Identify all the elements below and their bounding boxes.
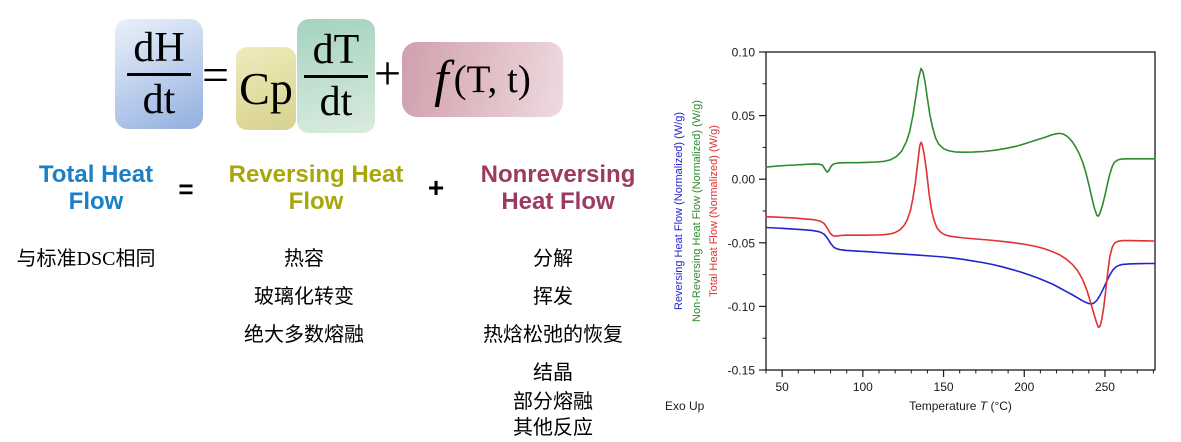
eq-box-dtdt: dT dt <box>297 19 375 133</box>
eq-box-total-heat-flow: dH dt <box>115 19 203 129</box>
x-tick-label: 200 <box>1014 380 1034 394</box>
x-axis-title: Temperature T (°C) <box>909 399 1012 413</box>
list-item: 挥发 <box>533 286 573 308</box>
exo-up-label: Exo Up <box>665 399 705 413</box>
eq-box-cp: Cp <box>236 47 296 130</box>
fraction-bar <box>127 72 191 76</box>
f-symbol: f <box>434 51 449 108</box>
headings-equals-sign: = <box>178 174 194 204</box>
list-item: 其他反应 <box>513 417 593 439</box>
f-arguments: (T, t) <box>453 58 531 101</box>
fraction-bar <box>304 74 368 78</box>
equation-equals-sign: = <box>202 49 230 102</box>
y-tick-label: 0.05 <box>732 109 756 123</box>
nonreversing-heat-flow-heading: Nonreversing Heat Flow <box>480 161 636 215</box>
list-item: 分解 <box>533 248 573 270</box>
headings-plus-sign: + <box>427 172 445 203</box>
list-item: 热容 <box>284 248 324 270</box>
eq-dh: dH <box>133 24 185 71</box>
list-item: 部分熔融 <box>513 391 593 413</box>
eq-dT: dT <box>312 26 360 73</box>
series-reversing <box>765 226 1156 305</box>
equation-plus-sign: + <box>374 47 402 100</box>
reversing-column-items: 热容 玻璃化转变 绝大多数熔融 <box>214 0 394 442</box>
y-axis-title-0: Reversing Heat Flow (Normalized) (W/g) <box>673 112 685 310</box>
series-nonreversing <box>765 67 1156 217</box>
y-tick-label: -0.15 <box>728 364 756 378</box>
y-axis-title-1: Non-Reversing Heat Flow (Normalized) (W/… <box>691 100 703 322</box>
eq-dt: dt <box>142 76 176 123</box>
dsc-chart: 50 100 150 200 250 0.10 0.05 0.00 -0.05 -0.10 -0.1… <box>665 46 1156 413</box>
total-column-items: 与标准DSC相同 <box>8 0 164 442</box>
fraction-dh-dt: dH dt <box>127 24 191 123</box>
y-tick-label: -0.05 <box>728 236 756 250</box>
eq-box-kinetic: f (T, t) <box>402 42 563 117</box>
list-item: 与标准DSC相同 <box>16 248 156 270</box>
nonreversing-column-items: 分解 挥发 热焓松弛的恢复 结晶 部分熔融 其他反应 <box>453 0 653 442</box>
total-heat-flow-heading: Total Heat Flow <box>38 161 154 215</box>
x-tick-label: 250 <box>1095 380 1115 394</box>
list-item: 热焓松弛的恢复 <box>483 324 623 346</box>
eq-dt2: dt <box>319 78 353 125</box>
x-tick-label: 100 <box>853 380 873 394</box>
cp-text: Cp <box>239 63 293 114</box>
list-item: 绝大多数熔融 <box>244 324 364 346</box>
y-tick-label: 0.00 <box>732 173 756 187</box>
y-tick-label: -0.10 <box>728 300 756 314</box>
list-item: 结晶 <box>533 362 573 384</box>
list-item: 玻璃化转变 <box>254 286 354 308</box>
fraction-dt-dt: dT dt <box>304 26 368 125</box>
reversing-heat-flow-heading: Reversing Heat Flow <box>228 161 404 215</box>
series-total <box>765 141 1156 329</box>
y-tick-label: 0.10 <box>732 46 756 60</box>
y-axis-title-2: Total Heat Flow (Normalized) (W/g) <box>708 125 720 297</box>
x-tick-label: 150 <box>934 380 954 394</box>
x-tick-label: 50 <box>775 380 789 394</box>
